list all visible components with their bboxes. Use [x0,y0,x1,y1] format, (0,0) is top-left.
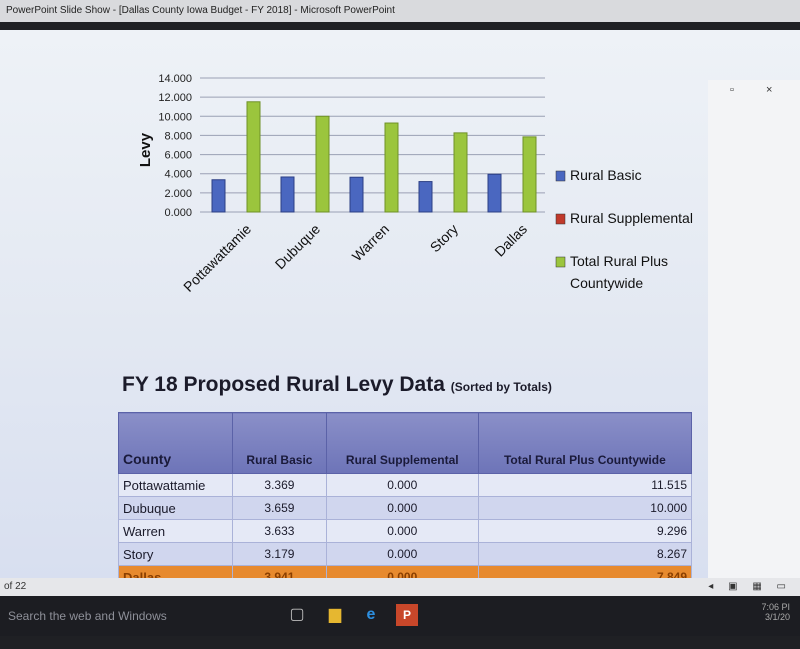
table-row: Warren 3.633 0.000 9.296 [117,519,693,543]
cell-total: 8.267 [477,542,693,566]
legend-swatch [555,170,566,182]
levy-chart: 0.000 2.000 4.000 6.000 8.000 10.000 12.000 14.… [137,73,693,295]
cell-rural-basic: 3.369 [232,473,327,497]
bar-rural-basic [349,176,364,213]
system-tray: 7:06 PI 3/1/20 [761,602,790,622]
slide-counter: of 22 [4,581,27,592]
bar-rural-basic [280,176,295,213]
clock-time: 7:06 PI [761,602,790,612]
y-tick-label: 12.000 [158,92,192,104]
edge-icon[interactable]: e [366,606,376,623]
window-title: PowerPoint Slide Show - [Dallas County I… [6,5,395,16]
table-subtitle: (Sorted by Totals) [450,380,552,394]
cell-county: Dubuque [117,496,234,520]
cell-county: Story [117,542,234,566]
header-total: Total Rural Plus Countywide [477,412,693,474]
table-title: FY 18 Proposed Rural Levy Data (Sorted b… [122,373,552,397]
y-tick-label: 10.000 [158,111,192,123]
cell-county: Pottawattamie [117,473,234,497]
cell-rural-basic: 3.179 [232,542,327,566]
cell-total: 9.296 [477,519,693,543]
table-title-text: FY 18 Proposed Rural Levy Data [122,373,445,396]
slide: 0.000 2.000 4.000 6.000 8.000 10.000 12.000 14.… [0,30,800,589]
powerpoint-icon[interactable]: P [396,604,418,626]
window-controls: ▫ × [710,84,790,104]
cell-rural-supplemental: 0.000 [325,519,479,543]
view-buttons[interactable]: ◂ ▣ ▦ ▭ [708,581,792,592]
y-tick-label: 6.000 [164,150,192,162]
table-row: Story 3.179 0.000 8.267 [117,542,693,566]
clock-date: 3/1/20 [764,612,790,622]
y-tick-label: 4.000 [164,169,192,181]
search-input[interactable]: Search the web and Windows [8,609,167,623]
x-category-label: Warren [349,221,392,264]
cell-county: Warren [117,519,234,543]
header-rural-basic: Rural Basic [232,412,327,474]
legend-label: Countywide [570,275,643,291]
cell-rural-supplemental: 0.000 [325,542,479,566]
file-explorer-icon[interactable]: ▆ [328,606,342,623]
header-county: County [117,412,234,474]
restore-button[interactable]: ▫ [730,84,734,96]
bar-total [453,132,468,213]
table-row: Dubuque 3.659 0.000 10.000 [117,496,693,520]
header-rural-supplemental: Rural Supplemental [325,412,479,474]
taskbar: Search the web and Windows ▢ ▆ e P 7:06 … [0,596,800,636]
bar-total [315,115,330,213]
cell-total: 11.515 [477,473,693,497]
title-bar: PowerPoint Slide Show - [Dallas County I… [0,0,800,22]
bar-rural-basic [487,173,502,213]
bar-total [246,101,261,213]
cell-rural-supplemental: 0.000 [325,496,479,520]
bar-total [384,122,399,213]
task-view-icon[interactable]: ▢ [289,606,305,623]
x-category-label: Dallas [491,221,530,260]
legend-swatch [555,256,566,268]
x-category-label: Story [427,221,461,255]
y-tick-label: 8.000 [164,130,192,142]
y-axis-label: Levy [137,132,154,167]
bar-rural-basic [211,179,226,213]
y-tick-label: 2.000 [164,188,192,200]
bar-total [522,136,537,213]
cell-rural-basic: 3.633 [232,519,327,543]
x-category-label: Dubuque [272,221,324,273]
legend-swatch [555,213,566,225]
close-button[interactable]: × [766,84,773,96]
levy-table: County Rural Basic Rural Supplemental To… [117,412,693,589]
table-header-row: County Rural Basic Rural Supplemental To… [117,412,693,474]
cell-rural-basic: 3.659 [232,496,327,520]
legend-label: Rural Basic [570,167,642,183]
x-category-label: Pottawattamie [180,221,254,295]
bar-rural-basic [418,181,433,213]
cell-rural-supplemental: 0.000 [325,473,479,497]
y-tick-label: 14.000 [158,73,192,85]
y-tick-label: 0.000 [164,207,192,219]
status-bar: of 22 ◂ ▣ ▦ ▭ [0,578,800,596]
legend-label: Rural Supplemental [570,210,693,226]
cell-total: 10.000 [477,496,693,520]
legend-label: Total Rural Plus [570,253,668,269]
window-side-panel [708,80,800,580]
table-row: Pottawattamie 3.369 0.000 11.515 [117,473,693,497]
